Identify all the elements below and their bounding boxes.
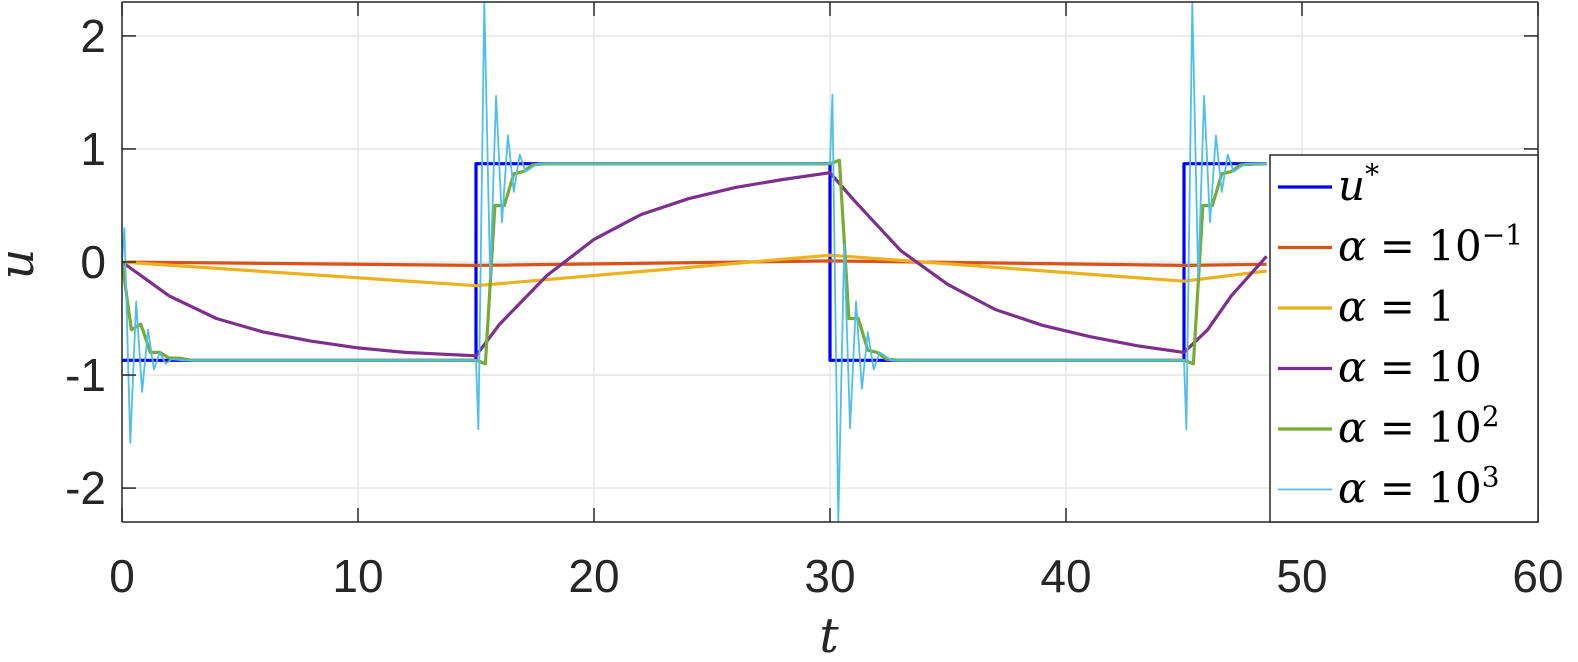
y-axis-label: u — [0, 249, 45, 280]
x-tick-label: 40 — [1040, 550, 1091, 602]
x-tick-label: 50 — [1276, 550, 1327, 602]
y-tick-label: -2 — [65, 462, 106, 514]
x-tick-label: 0 — [109, 550, 135, 602]
series-lines — [122, 2, 1268, 522]
x-tick-label: 60 — [1512, 550, 1563, 602]
legend-label-0: u* — [1338, 158, 1379, 210]
y-tick-label: 0 — [80, 236, 106, 288]
legend-label-3: α = 10 — [1338, 343, 1482, 392]
x-tick-label: 20 — [568, 550, 619, 602]
legend-label-4: α = 102 — [1338, 400, 1500, 452]
y-tick-label: 1 — [80, 123, 106, 175]
series-line-2 — [122, 253, 1267, 288]
legend-label-1: α = 10−1 — [1338, 219, 1523, 271]
series-line-3 — [122, 171, 1268, 358]
legend-label-5: α = 103 — [1338, 461, 1500, 513]
series-line-5 — [122, 2, 1267, 522]
y-tick-label: -1 — [65, 349, 106, 401]
legend: u* α = 10−1 α = 1 α = 10 α = 102 α = 103 — [1269, 154, 1539, 523]
x-axis-label: t — [819, 608, 839, 662]
legend-box — [1269, 154, 1539, 523]
series-line-1 — [122, 259, 1267, 267]
x-tick-label: 30 — [804, 550, 855, 602]
x-tick-label: 10 — [332, 550, 383, 602]
y-tick-label: 2 — [80, 10, 106, 62]
legend-label-2: α = 1 — [1338, 282, 1455, 331]
